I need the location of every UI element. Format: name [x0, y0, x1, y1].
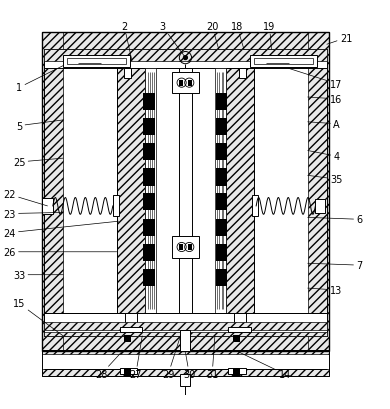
Bar — [188, 81, 192, 86]
Bar — [44, 50, 327, 69]
Text: 1: 1 — [16, 67, 63, 93]
Bar — [229, 369, 246, 374]
Bar — [233, 369, 240, 376]
Text: 3: 3 — [160, 22, 186, 58]
Bar — [145, 69, 156, 313]
Text: 4: 4 — [308, 151, 339, 162]
Circle shape — [184, 56, 187, 61]
Bar — [144, 119, 155, 136]
Bar — [117, 69, 145, 313]
Bar — [44, 313, 327, 330]
Bar — [42, 336, 329, 351]
Text: 17: 17 — [289, 69, 342, 90]
Text: A: A — [308, 119, 340, 129]
Bar — [254, 59, 314, 65]
Bar — [42, 33, 63, 351]
Bar — [67, 59, 126, 65]
Bar — [216, 194, 227, 211]
Bar — [44, 329, 327, 336]
Text: 31: 31 — [206, 336, 218, 379]
Bar — [42, 369, 329, 376]
Bar — [42, 198, 53, 215]
Bar — [250, 56, 317, 68]
Text: 16: 16 — [308, 94, 342, 105]
Text: 15: 15 — [13, 299, 63, 336]
Text: 26: 26 — [4, 247, 117, 257]
Bar — [63, 56, 130, 68]
Text: 30: 30 — [183, 353, 195, 379]
Bar — [215, 69, 225, 313]
Text: 25: 25 — [13, 157, 63, 168]
Text: 5: 5 — [16, 121, 63, 131]
Bar — [42, 33, 329, 351]
Text: 14: 14 — [237, 351, 291, 379]
Text: 33: 33 — [13, 270, 63, 280]
Text: 21: 21 — [327, 34, 352, 45]
Bar — [119, 369, 137, 374]
Bar — [42, 350, 329, 354]
Bar — [144, 169, 155, 186]
Bar — [216, 144, 227, 161]
Text: 7: 7 — [308, 261, 362, 270]
Text: 35: 35 — [308, 175, 342, 185]
Text: 6: 6 — [308, 215, 362, 225]
Bar — [216, 169, 227, 186]
Bar — [124, 69, 131, 79]
Bar — [233, 335, 240, 342]
Text: 20: 20 — [206, 22, 219, 50]
Bar — [144, 245, 155, 262]
Bar — [42, 350, 329, 376]
Bar — [179, 69, 192, 313]
Text: 28: 28 — [95, 351, 122, 379]
Bar — [144, 94, 155, 111]
Bar — [44, 332, 327, 336]
Bar — [308, 33, 329, 351]
Text: 18: 18 — [231, 22, 244, 50]
Text: 29: 29 — [162, 336, 181, 379]
Bar — [179, 81, 183, 86]
Bar — [188, 244, 192, 250]
Bar — [144, 194, 155, 211]
Bar — [239, 69, 246, 79]
Bar — [229, 328, 252, 332]
Bar — [172, 73, 199, 94]
Bar — [216, 119, 227, 136]
Bar — [216, 245, 227, 262]
Bar — [225, 69, 254, 313]
Bar — [181, 374, 190, 386]
Text: 13: 13 — [308, 285, 342, 295]
Bar — [216, 220, 227, 237]
Text: 27: 27 — [129, 336, 142, 379]
Text: 19: 19 — [263, 22, 276, 50]
Bar — [172, 237, 199, 258]
Text: 22: 22 — [4, 190, 48, 207]
Bar — [144, 269, 155, 286]
Bar — [42, 33, 329, 50]
Bar — [179, 244, 183, 250]
Bar — [216, 269, 227, 286]
Bar — [316, 200, 325, 213]
Bar — [113, 196, 119, 217]
Bar — [144, 144, 155, 161]
Text: 2: 2 — [121, 22, 132, 61]
Bar — [44, 322, 327, 330]
Bar — [216, 94, 227, 111]
Bar — [117, 69, 145, 313]
Bar — [44, 50, 327, 62]
Bar — [252, 196, 258, 217]
Bar — [124, 335, 131, 342]
Bar — [119, 328, 142, 332]
Bar — [144, 220, 155, 237]
Bar — [225, 69, 254, 313]
Bar — [124, 369, 131, 376]
Text: 23: 23 — [4, 209, 63, 219]
Bar — [181, 330, 190, 351]
Text: 24: 24 — [4, 222, 119, 238]
